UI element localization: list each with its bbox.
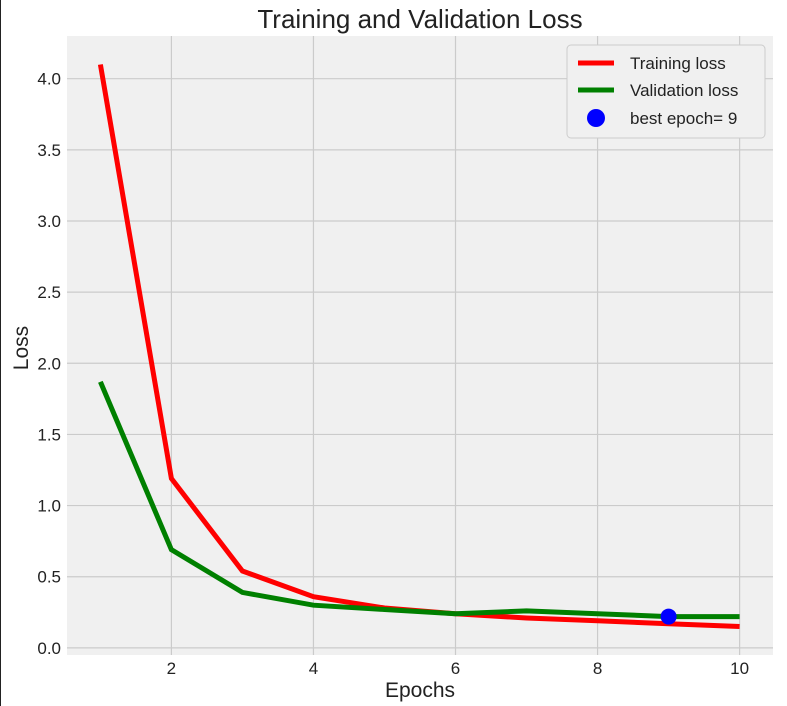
legend: Training loss Validation loss best epoch… (566, 44, 766, 139)
legend-box (566, 44, 766, 139)
y-tick-label: 0.0 (37, 639, 61, 658)
y-tick-label: 1.0 (37, 497, 61, 516)
y-tick-label: 2.5 (37, 283, 61, 302)
plot-area (67, 36, 773, 655)
legend-marker-best-epoch (587, 109, 605, 127)
grid (67, 36, 773, 655)
y-tick-label: 3.0 (37, 212, 61, 231)
validation-loss-line (98, 380, 740, 620)
left-border (0, 0, 1, 706)
y-tick-label: 2.0 (37, 354, 61, 373)
best-epoch-marker (660, 608, 677, 625)
x-tick-label: 4 (309, 659, 318, 678)
chart-title: Training and Validation Loss (257, 4, 582, 34)
x-tick-label: 8 (593, 659, 602, 678)
tick-labels: 0.0 0.5 1.0 1.5 2.0 2.5 3.0 3.5 4.0 2 4 6 8 10 (37, 70, 749, 678)
x-tick-label: 2 (167, 659, 176, 678)
legend-label-best-epoch: best epoch= 9 (630, 109, 737, 128)
legend-label-training: Training loss (630, 54, 726, 73)
x-tick-label: 10 (730, 659, 749, 678)
y-tick-label: 3.5 (37, 141, 61, 160)
y-tick-label: 1.5 (37, 425, 61, 444)
y-tick-label: 4.0 (37, 70, 61, 89)
series-group (97, 64, 740, 629)
x-axis-label: Epochs (385, 679, 455, 702)
y-axis-label: Loss (10, 326, 33, 370)
legend-label-validation: Validation loss (630, 81, 738, 100)
x-tick-label: 6 (451, 659, 460, 678)
y-tick-label: 0.5 (37, 568, 61, 587)
